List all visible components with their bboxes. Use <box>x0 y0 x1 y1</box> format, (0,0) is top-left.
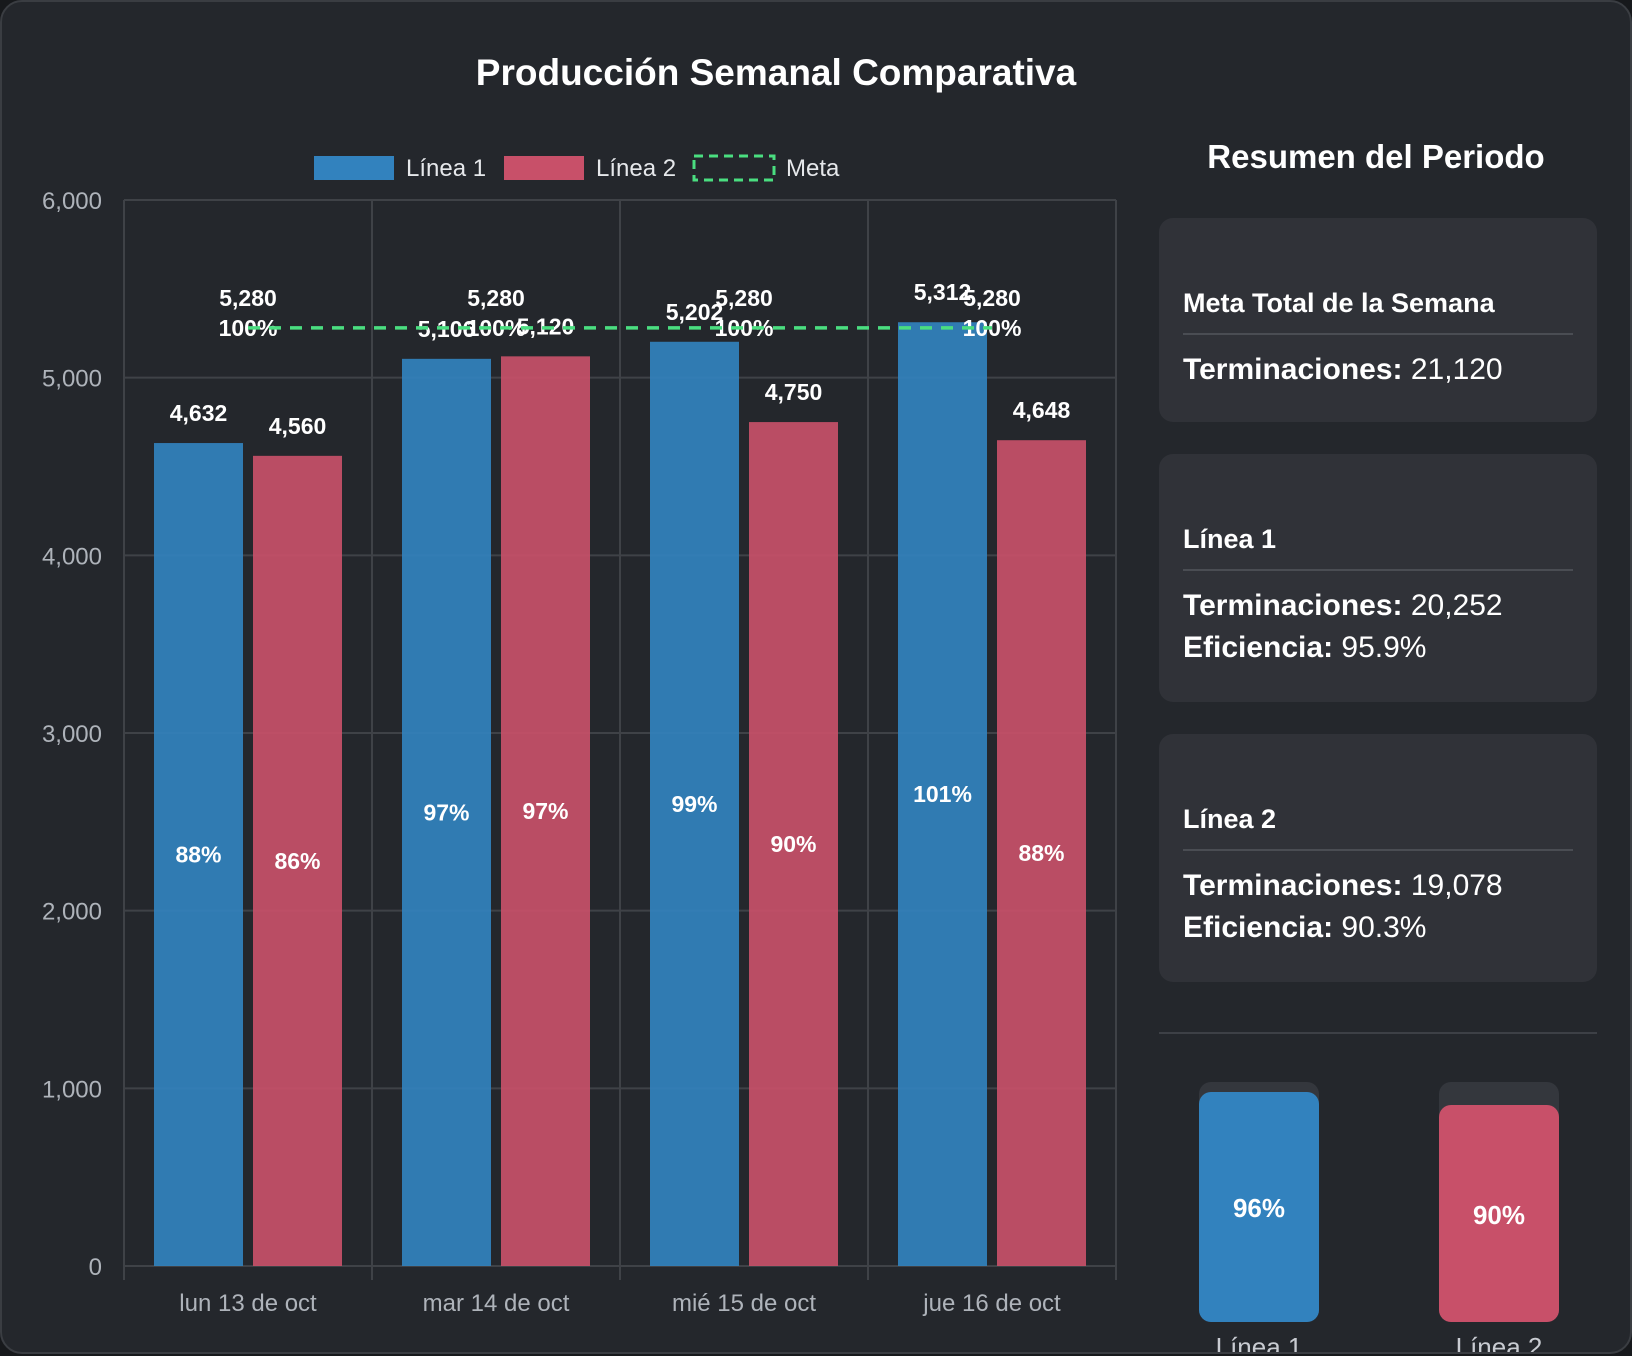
legend-swatch-meta <box>692 154 776 182</box>
meta-total-card: Meta Total de la Semana Terminaciones: 2… <box>1159 218 1597 422</box>
bar-pct-label: 99% <box>671 791 717 817</box>
linea1-card-title: Línea 1 <box>1183 524 1573 571</box>
linea2-eff-value: 90.3% <box>1341 911 1427 944</box>
legend-label-linea1: Línea 1 <box>406 155 486 182</box>
bar-value-label: 4,632 <box>170 400 228 426</box>
meta-pct-label: 100% <box>467 315 526 341</box>
linea2-terminaciones: Terminaciones: 19,078 <box>1183 869 1573 903</box>
legend-label-meta: Meta <box>786 155 840 182</box>
linea2-eff-label: Eficiencia: <box>1183 911 1334 944</box>
bar-pct-label: 88% <box>175 842 221 868</box>
y-tick-label: 6,000 <box>42 188 102 215</box>
mini-bar-pct-linea2: 90% <box>1472 1199 1526 1230</box>
linea1-eficiencia: Eficiencia: 95.9% <box>1183 631 1573 665</box>
mini-bar-fill-linea1 <box>1199 1091 1319 1322</box>
linea1-terminaciones: Terminaciones: 20,252 <box>1183 589 1573 623</box>
x-tick-label: mié 15 de oct <box>672 1290 816 1317</box>
legend-swatch-linea1 <box>314 156 394 180</box>
y-tick-label: 5,000 <box>42 366 102 393</box>
x-tick-label: mar 14 de oct <box>423 1290 570 1317</box>
linea1-eff-value: 95.9% <box>1341 631 1427 664</box>
bar-linea1 <box>154 443 243 1267</box>
meta-card-terminaciones: Terminaciones: 21,120 <box>1183 353 1573 387</box>
bar-value-label: 4,560 <box>269 413 327 439</box>
x-tick-label: jue 16 de oct <box>922 1290 1061 1317</box>
linea2-eficiencia: Eficiencia: 90.3% <box>1183 911 1573 945</box>
bar-linea1 <box>650 341 739 1266</box>
bar-pct-label: 88% <box>1018 840 1064 866</box>
bar-value-label: 4,750 <box>765 379 823 405</box>
bar-pct-label: 97% <box>423 799 469 825</box>
meta-card-title: Meta Total de la Semana <box>1183 288 1573 335</box>
bar-pct-label: 101% <box>913 781 972 807</box>
bar-value-label: 5,312 <box>914 279 972 305</box>
meta-pct-label: 100% <box>715 315 774 341</box>
bar-linea2 <box>997 440 1086 1266</box>
bar-linea2 <box>253 455 342 1267</box>
meta-value-label: 5,280 <box>219 285 277 311</box>
y-tick-label: 4,000 <box>42 543 102 570</box>
bar-linea2 <box>501 356 590 1266</box>
bar-pct-label: 97% <box>522 798 568 824</box>
mini-bar-track-linea2: 90% <box>1439 1082 1559 1322</box>
linea2-card: Línea 2 Terminaciones: 19,078 Eficiencia… <box>1159 734 1597 982</box>
meta-term-label: Terminaciones: <box>1183 353 1403 386</box>
linea1-term-label: Terminaciones: <box>1183 589 1403 622</box>
legend-label-linea2: Línea 2 <box>596 155 676 182</box>
meta-value-label: 5,280 <box>963 285 1021 311</box>
y-tick-label: 3,000 <box>42 721 102 748</box>
summary-title: Resumen del Periodo <box>1207 138 1545 175</box>
bar-pct-label: 90% <box>770 831 816 857</box>
summary-divider <box>1159 1032 1597 1034</box>
linea1-term-value: 20,252 <box>1410 589 1503 622</box>
meta-term-value: 21,120 <box>1410 353 1503 386</box>
bar-linea2 <box>749 422 838 1266</box>
bar-pct-label: 86% <box>274 848 320 874</box>
legend-swatch-linea2 <box>504 156 584 180</box>
bar-linea1 <box>898 322 987 1266</box>
bar-chart: 0 1,000 2,000 3,000 4,000 5,000 6,000 4,632 88% 4… <box>42 154 1117 1317</box>
linea1-card: Línea 1 Terminaciones: 20,252 Eficiencia… <box>1159 454 1597 702</box>
bar-value-label: 5,202 <box>666 299 724 325</box>
linea2-term-value: 19,078 <box>1410 869 1503 902</box>
mini-bar-label-linea2: Línea 2 <box>1455 1332 1543 1354</box>
meta-value-label: 5,280 <box>715 285 773 311</box>
y-tick-label: 1,000 <box>42 1076 102 1103</box>
bar-value-label: 4,648 <box>1013 397 1071 423</box>
linea2-term-label: Terminaciones: <box>1183 869 1403 902</box>
mini-bar-label-linea1: Línea 1 <box>1215 1332 1303 1354</box>
linea1-eff-label: Eficiencia: <box>1183 631 1334 664</box>
mini-bar-track-linea1: 96% <box>1199 1082 1319 1322</box>
bar-linea1 <box>402 358 491 1267</box>
linea2-card-title: Línea 2 <box>1183 804 1573 851</box>
y-tick-label: 2,000 <box>42 899 102 926</box>
mini-bar-fill-linea2 <box>1439 1105 1559 1322</box>
x-tick-label: lun 13 de oct <box>179 1290 317 1317</box>
y-tick-label: 0 <box>89 1254 102 1281</box>
chart-title: Producción Semanal Comparativa <box>475 52 1077 93</box>
meta-value-label: 5,280 <box>467 285 525 311</box>
mini-bar-pct-linea1: 96% <box>1232 1192 1286 1223</box>
